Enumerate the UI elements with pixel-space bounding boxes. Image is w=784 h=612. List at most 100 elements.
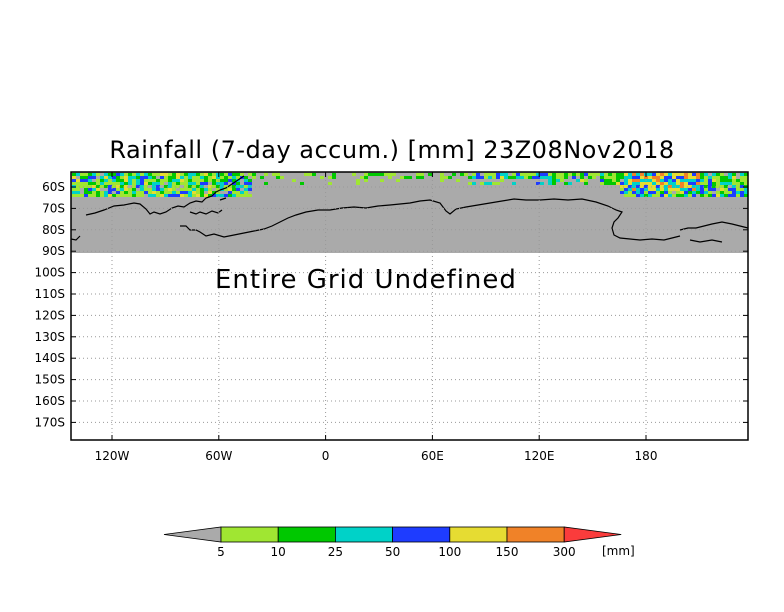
rain-cell [208, 182, 212, 185]
rain-cell [708, 185, 712, 188]
colorbar-swatch [334, 526, 393, 543]
rain-cell [740, 191, 744, 194]
rain-cell [712, 191, 716, 194]
rain-cell [216, 194, 220, 197]
rain-cell [656, 191, 660, 194]
rain-cell [244, 179, 248, 182]
rain-cell [276, 179, 280, 182]
rain-cell [120, 194, 124, 197]
rain-cell [328, 176, 332, 179]
rain-cell [696, 176, 700, 179]
rain-cell [436, 173, 440, 176]
rain-cell [340, 173, 344, 176]
rain-cell [716, 191, 720, 194]
rain-cell [476, 176, 480, 179]
rain-cell [376, 173, 380, 176]
rain-cell [244, 185, 248, 188]
rain-cell [732, 173, 736, 176]
rain-cell [176, 179, 180, 182]
rain-cell [744, 191, 748, 194]
rain-cell [672, 179, 676, 182]
rain-cell [280, 173, 284, 176]
rain-cell [144, 191, 148, 194]
rain-cell [220, 179, 224, 182]
rain-cell [628, 173, 632, 176]
rain-cell [188, 185, 192, 188]
rain-cell [408, 176, 412, 179]
rain-cell [700, 191, 704, 194]
rain-cell [96, 182, 100, 185]
rain-cell [456, 173, 460, 176]
rain-cell [632, 176, 636, 179]
rain-cell [304, 182, 308, 185]
rain-cell [364, 179, 368, 182]
rain-cell [696, 185, 700, 188]
rain-cell [124, 173, 128, 176]
rain-cell [432, 176, 436, 179]
rain-cell [108, 191, 112, 194]
rain-cell [632, 173, 636, 176]
rain-cell [536, 173, 540, 176]
rain-cell [96, 173, 100, 176]
rain-cell [272, 173, 276, 176]
rain-cell [708, 188, 712, 191]
rain-cell [636, 188, 640, 191]
rain-cell [580, 173, 584, 176]
rain-cell [108, 185, 112, 188]
rain-cell [236, 188, 240, 191]
colorbar-level-label: 100 [438, 545, 461, 559]
rain-cell [268, 173, 272, 176]
rain-cell [120, 188, 124, 191]
rain-cell [428, 182, 432, 185]
rain-cell [540, 173, 544, 176]
rain-cell [680, 194, 684, 197]
rain-cell [576, 176, 580, 179]
rain-cell [648, 182, 652, 185]
rain-cell [208, 191, 212, 194]
rain-cell [688, 179, 692, 182]
rain-cell [88, 182, 92, 185]
rain-cell [92, 191, 96, 194]
rain-cell [224, 194, 228, 197]
rain-cell [368, 176, 372, 179]
rain-cell [452, 182, 456, 185]
rain-cell [724, 188, 728, 191]
rain-cell [640, 176, 644, 179]
rain-cell [668, 194, 672, 197]
rain-cell [232, 194, 236, 197]
rain-cell [672, 194, 676, 197]
rain-cell [100, 182, 104, 185]
rain-cell [332, 176, 336, 179]
rain-cell [296, 173, 300, 176]
rain-cell [732, 191, 736, 194]
rain-cell [216, 182, 220, 185]
rain-cell [660, 194, 664, 197]
rain-cell [740, 182, 744, 185]
rain-cell [248, 173, 252, 176]
rain-cell [208, 188, 212, 191]
rain-cell [172, 191, 176, 194]
rain-cell [112, 179, 116, 182]
rain-cell [80, 182, 84, 185]
rain-cell [308, 179, 312, 182]
rain-cell [716, 176, 720, 179]
rain-cell [204, 185, 208, 188]
rain-cell [720, 188, 724, 191]
rain-cell [676, 191, 680, 194]
rain-cell [144, 185, 148, 188]
rain-cell [388, 173, 392, 176]
rain-cell [684, 194, 688, 197]
rain-cell [88, 185, 92, 188]
rain-cell [628, 182, 632, 185]
rain-cell [496, 176, 500, 179]
rain-cell [240, 179, 244, 182]
rain-cell [132, 191, 136, 194]
rain-cell [176, 173, 180, 176]
rain-cell [184, 182, 188, 185]
rain-cell [132, 194, 136, 197]
rain-cell [700, 179, 704, 182]
rain-cell [128, 179, 132, 182]
rain-cell [564, 176, 568, 179]
rain-cell [600, 176, 604, 179]
rain-cell [168, 194, 172, 197]
